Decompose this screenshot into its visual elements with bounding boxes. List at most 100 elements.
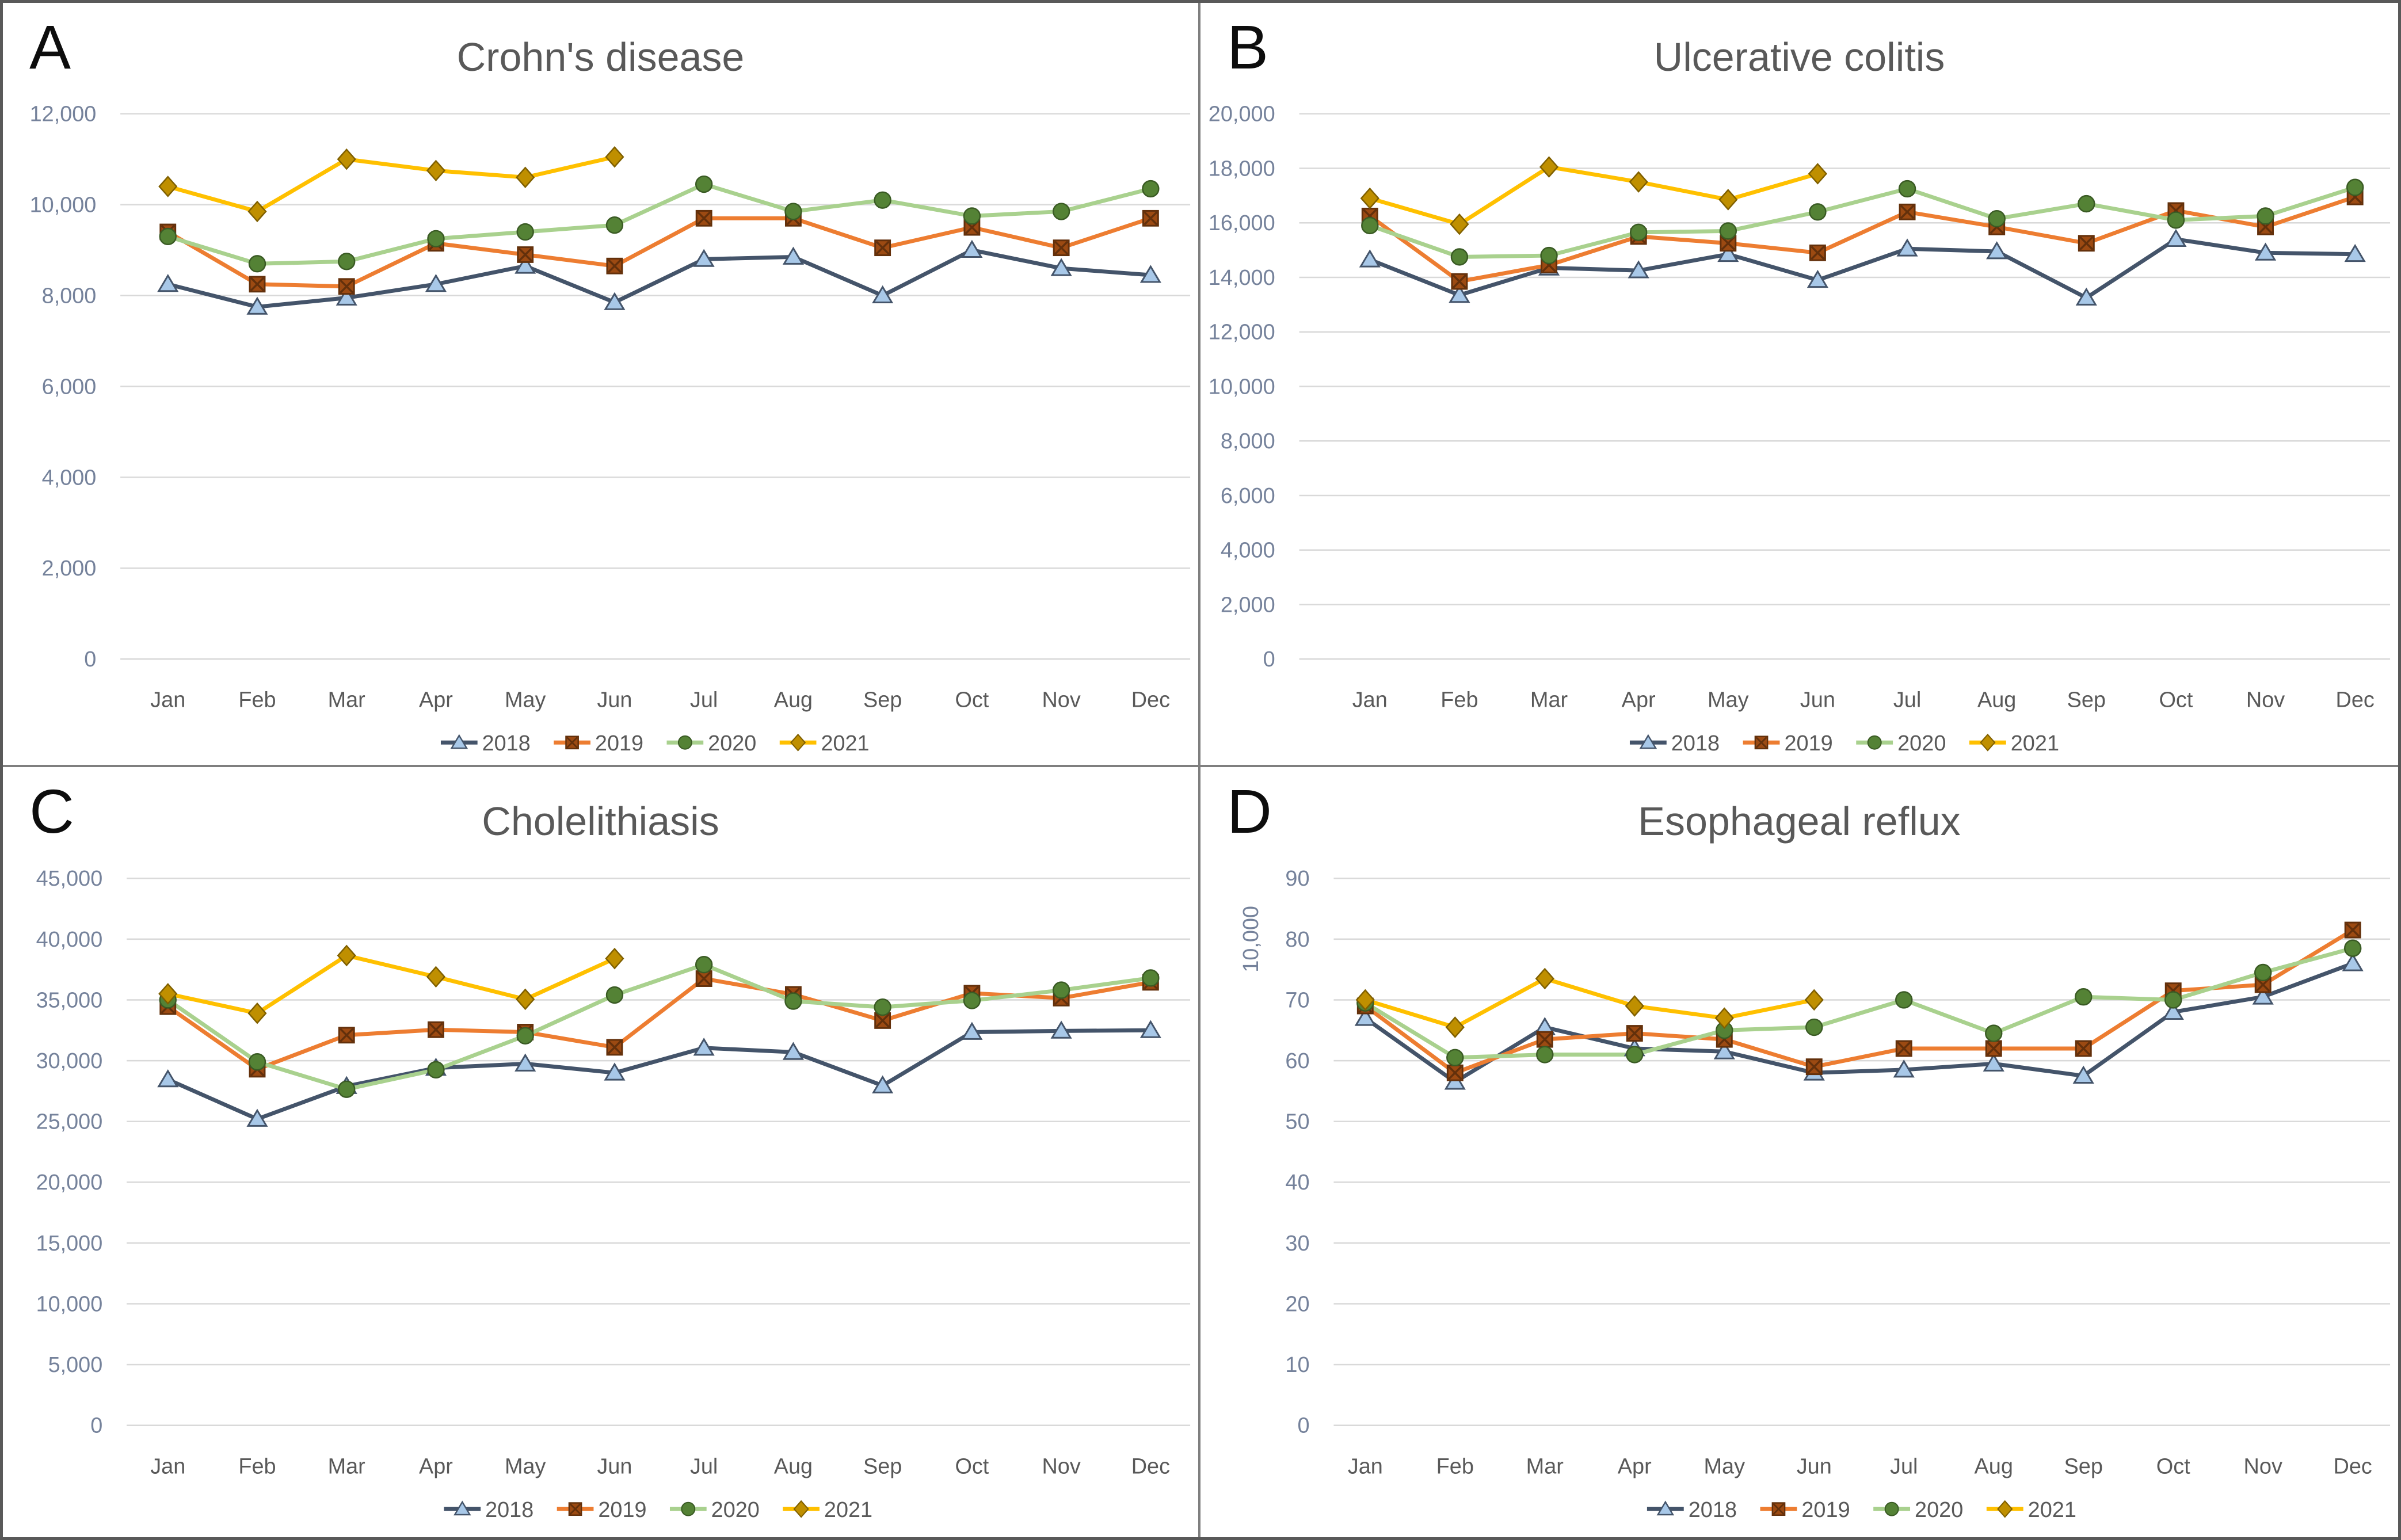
gridlines [1299, 113, 2391, 660]
y-tick-label: 6,000 [42, 375, 97, 399]
series-2018-markers [157, 239, 1161, 315]
y-tick-label: 4,000 [42, 466, 97, 490]
triangle-marker [2254, 242, 2277, 261]
x-tick-label: Jan [1348, 1454, 1383, 1478]
gridlines [1333, 878, 2391, 1426]
legend-label: 2018 [1671, 731, 1720, 756]
diamond-marker [247, 1002, 267, 1024]
triangle-marker [961, 1021, 983, 1040]
triangle-marker [453, 1500, 471, 1516]
diamond-marker [1625, 995, 1644, 1017]
series-2021-markers [158, 944, 624, 1024]
x-tick-label: Apr [419, 1454, 453, 1478]
legend: 2018 2019 2020 2021 [444, 1498, 872, 1522]
diamond-marker [1450, 213, 1469, 235]
circle-marker [2075, 988, 2093, 1006]
legend-label: 2020 [1897, 731, 1946, 756]
x-tick-label: Oct [2156, 1454, 2190, 1478]
chart-title: Cholelithiasis [482, 799, 719, 844]
circle-marker [159, 227, 177, 246]
circle-marker [695, 956, 713, 974]
y-tick-label: 30 [1285, 1232, 1309, 1256]
legend: 2018 2019 2020 2021 [440, 731, 870, 756]
triangle-marker [782, 246, 804, 265]
series-2021-line [1363, 977, 1816, 1030]
y-tick-label: 15,000 [36, 1232, 103, 1256]
y-tick-label: 8,000 [42, 284, 97, 308]
triangle-marker [1986, 241, 2008, 260]
legend-item-2020: 2020 [1873, 1498, 1963, 1522]
x-tick-label: Apr [419, 688, 453, 712]
circle-marker [2343, 939, 2362, 957]
series-2019-line [1367, 195, 2357, 284]
circle-marker [1540, 246, 1558, 265]
y-tick-label: 5,000 [48, 1353, 103, 1377]
triangle-marker [2342, 953, 2364, 971]
series-2019-line [166, 216, 1153, 289]
x-tick-label: May [505, 1454, 546, 1478]
x-tick-label: Feb [238, 688, 276, 712]
y-tick-label: 10,000 [36, 1292, 103, 1316]
y-axis-labels: 90 80 70 60 50 40 30 20 10 0 [1285, 867, 1309, 1438]
circle-marker [1626, 1046, 1644, 1063]
series-2018-line [1363, 961, 2355, 1084]
triangle-marker [1139, 265, 1161, 283]
circle-marker [605, 216, 624, 234]
x-axis-labels: Jan Feb Mar Apr May Jun Jul Aug Sep Oct Nov Dec [1348, 1454, 2372, 1478]
legend-item-2018: 2018 [1647, 1498, 1737, 1522]
legend-label: 2019 [1784, 731, 1832, 756]
circle-marker [1809, 203, 1827, 221]
y-axis-labels: 45,000 40,000 35,000 30,000 25,000 20,000 15,0… [36, 867, 103, 1438]
legend-item-2018: 2018 [1629, 731, 1720, 756]
y-tick-label: 12,000 [30, 102, 97, 127]
x-tick-label: Aug [1975, 1454, 2013, 1478]
diamond-marker [1535, 967, 1554, 990]
circle-marker [427, 1061, 445, 1079]
circle-marker [1361, 216, 1379, 235]
x-tick-label: Jul [690, 1454, 718, 1478]
triangle-marker [2165, 228, 2187, 247]
circle-marker [963, 992, 981, 1009]
y-axis-labels: 20,000 18,000 16,000 14,000 12,000 10,000 8,00… [1209, 102, 1275, 672]
x-tick-label: Nov [2246, 688, 2285, 712]
series-2018-line [1367, 237, 2357, 300]
legend: 2018 2019 2020 2021 [1629, 731, 2059, 756]
y-tick-label: 18,000 [1209, 157, 1275, 181]
legend-label: 2021 [2011, 731, 2059, 756]
triangle-marker [1354, 1008, 1376, 1026]
circle-marker [1142, 969, 1160, 987]
x-tick-label: Oct [955, 1454, 989, 1478]
diamond-marker [158, 176, 178, 197]
x-tick-label: Mar [328, 688, 365, 712]
triangle-marker [693, 249, 715, 267]
series-2020-markers [1361, 178, 2364, 266]
circle-marker [1629, 223, 1648, 241]
triangle-marker [604, 292, 626, 310]
triangle-marker [1893, 1059, 1915, 1078]
series-2019-line [166, 977, 1153, 1072]
triangle-marker [2072, 1065, 2094, 1084]
diamond-marker [605, 947, 624, 970]
y-tick-label: 40 [1285, 1171, 1309, 1195]
y-tick-label: 20,000 [36, 1171, 103, 1195]
legend-label: 2021 [821, 731, 869, 756]
y-tick-label: 50 [1285, 1110, 1309, 1134]
legend-label: 2019 [1801, 1498, 1850, 1522]
series-2020-line [1363, 946, 2355, 1060]
y-tick-label: 6,000 [1221, 484, 1275, 508]
circle-marker [1898, 180, 1916, 198]
triangle-marker [1713, 1041, 1735, 1059]
circle-marker [2346, 178, 2364, 196]
chart-canvas: 90 80 70 60 50 40 30 20 10 0 10,000 Jan Feb Mar Apr May… [1239, 867, 2391, 1522]
triangle-marker [514, 1053, 536, 1072]
series-2021-line [1367, 165, 1820, 227]
y-tick-label: 25,000 [36, 1110, 103, 1134]
triangle-marker [1359, 249, 1381, 268]
legend-label: 2018 [485, 1498, 533, 1522]
circle-marker [784, 203, 802, 220]
legend-label: 2020 [708, 731, 756, 756]
triangle-marker [872, 285, 894, 303]
triangle-marker [1628, 260, 1649, 279]
y-tick-label: 0 [84, 647, 96, 672]
x-tick-label: Feb [238, 1454, 276, 1478]
